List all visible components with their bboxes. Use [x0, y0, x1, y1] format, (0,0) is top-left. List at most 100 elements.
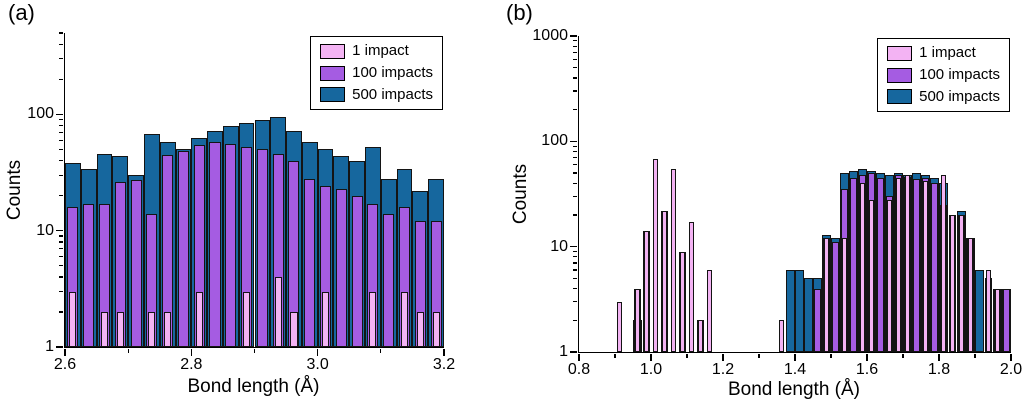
x-tick-label: 1.6 — [855, 361, 879, 378]
plot-area-b: 1 10 100 1000 0.8 1.0 1.2 1.4 1.6 1.8 2.0 — [532, 27, 1022, 378]
y-minor-tick — [59, 241, 63, 243]
bar-1-impact — [243, 291, 251, 347]
y-minor-tick — [573, 51, 577, 53]
bar-1-impact — [887, 199, 892, 352]
legend-entry: 100 impacts — [887, 66, 1000, 85]
y-minor-tick — [59, 131, 63, 133]
y-major-tick — [570, 35, 577, 37]
x-tick-label: 1.4 — [783, 361, 807, 378]
y-tick-label: 10 — [36, 221, 54, 239]
bar-100-impacts — [877, 177, 884, 352]
legend-entry: 1 impact — [320, 42, 433, 61]
x-tick-label: 1.0 — [639, 361, 663, 378]
bar-100-impacts — [850, 177, 857, 352]
x-major-tick — [722, 354, 724, 361]
y-minor-tick — [573, 77, 577, 79]
y-minor-tick — [59, 174, 63, 176]
y-minor-tick — [59, 195, 63, 197]
x-tick-label: 2.8 — [180, 356, 203, 373]
x-major-tick — [443, 349, 445, 356]
bar-100-impacts — [913, 178, 920, 352]
bar-1-impact — [986, 270, 991, 352]
bar-1-impact — [662, 210, 667, 352]
x-axis-title-b: Bond length (Å) — [727, 379, 861, 400]
x-tick-label: 2.0 — [999, 361, 1023, 378]
bar-1-impact — [671, 168, 676, 352]
bar-100-impacts — [814, 288, 821, 352]
x-major-tick — [316, 349, 319, 356]
bar-1-impact — [290, 311, 298, 347]
bar-500-impacts — [786, 270, 795, 352]
bar-1-impact — [707, 270, 712, 352]
bar-100-impacts — [225, 143, 237, 347]
x-minor-tick — [253, 349, 256, 353]
y-minor-tick — [573, 145, 577, 147]
bar-1-impact — [950, 214, 955, 352]
y-minor-tick — [573, 58, 577, 60]
bar-1-impact — [869, 199, 874, 352]
y-tick-label: 100 — [27, 105, 54, 123]
bar-100-impacts — [256, 149, 268, 347]
bar-500-impacts — [975, 270, 984, 352]
x-minor-tick — [758, 354, 760, 358]
bar-100-impacts — [130, 180, 142, 347]
y-minor-tick — [59, 160, 63, 162]
bar-1-impact — [635, 288, 640, 352]
bar-1-impact — [896, 177, 901, 352]
x-tick-label: 0.8 — [567, 361, 591, 378]
y-minor-tick — [573, 301, 577, 303]
y-minor-tick — [59, 119, 63, 121]
legend-swatch-100-impacts — [887, 67, 913, 83]
x-minor-tick — [974, 354, 976, 358]
x-major-tick — [938, 354, 940, 361]
legend-swatch-500-impacts — [887, 89, 913, 105]
bar-1-impact — [680, 251, 685, 352]
bar-1-impact — [779, 320, 784, 352]
x-major-tick — [190, 349, 193, 356]
bar-100-impacts — [351, 195, 363, 347]
y-minor-tick — [573, 195, 577, 197]
legend-entry: 500 impacts — [320, 86, 433, 105]
x-minor-tick — [127, 349, 129, 353]
bar-100-impacts — [335, 188, 347, 347]
bar-1-impact — [644, 231, 649, 352]
x-major-tick — [866, 354, 868, 361]
x-axis-title-a: Bond length (Å) — [187, 376, 320, 397]
y-minor-tick — [573, 164, 577, 166]
bar-1-impact — [995, 288, 1000, 352]
legend-entry: 100 impacts — [320, 64, 433, 83]
x-tick-label: 1.8 — [927, 361, 951, 378]
y-minor-tick — [573, 157, 577, 159]
y-minor-tick — [573, 40, 577, 42]
x-minor-tick — [686, 354, 688, 358]
y-minor-tick — [573, 182, 577, 184]
x-major-tick — [650, 354, 652, 361]
bar-1-impact — [274, 276, 282, 347]
y-minor-tick — [59, 43, 63, 45]
y-minor-tick — [59, 248, 63, 250]
y-minor-tick — [59, 290, 63, 293]
y-minor-tick — [573, 277, 577, 279]
bar-100-impacts — [177, 151, 189, 347]
y-minor-tick — [573, 269, 577, 271]
bar-100-impacts — [832, 242, 839, 352]
legend-label: 1 impact — [352, 42, 409, 59]
bar-1-impact — [195, 291, 203, 347]
panel-label-a: (a) — [8, 0, 35, 25]
bar-1-impact — [941, 174, 946, 352]
plot-area-a: 1 10 100 2.6 2.8 3.0 3.2 — [27, 32, 455, 373]
legend-entry: 500 impacts — [887, 88, 1000, 107]
bar-1-impact — [369, 291, 377, 347]
y-minor-tick — [573, 45, 577, 47]
y-minor-tick — [59, 32, 63, 34]
bar-1-impact — [959, 214, 964, 352]
legend-entry: 1 impact — [887, 44, 1000, 63]
x-tick-label: 1.2 — [711, 361, 735, 378]
legend-swatch-500-impacts — [320, 87, 346, 103]
y-tick-label: 100 — [541, 132, 568, 150]
y-minor-tick — [59, 235, 63, 237]
legend-label: 500 impacts — [352, 85, 433, 103]
bar-1-impact — [689, 222, 694, 352]
y-minor-tick — [59, 139, 63, 141]
